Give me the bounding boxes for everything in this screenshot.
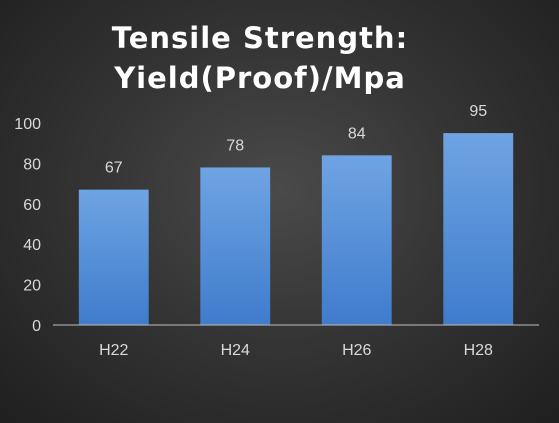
bar [443,133,514,325]
bar [321,155,392,325]
y-tick-label: 60 [23,197,41,214]
data-label: 78 [226,137,244,154]
y-tick-label: 0 [32,318,41,335]
bar [78,189,149,325]
data-label: 67 [105,160,123,177]
y-tick-label: 40 [23,237,41,254]
bar [200,167,271,325]
data-labels: 67 78 84 95 [105,103,487,177]
data-label: 84 [348,125,366,142]
y-tick-label: 80 [23,156,41,173]
y-axis: 0 20 40 60 80 100 [14,116,41,335]
x-tick-label: H26 [342,342,371,359]
x-tick-label: H28 [464,342,493,359]
chart-title-line-1: Tensile Strength: [111,21,409,55]
x-tick-label: H22 [99,342,128,359]
y-tick-label: 20 [23,278,41,295]
y-tick-label: 100 [14,116,41,133]
chart-title: Tensile Strength: Yield(Proof)/Mpa [0,18,520,98]
x-axis: H22 H24 H26 H28 [99,342,493,359]
x-tick-label: H24 [221,342,250,359]
chart-title-line-2: Yield(Proof)/Mpa [114,61,406,95]
bar-series [78,133,514,325]
data-label: 95 [469,103,487,120]
